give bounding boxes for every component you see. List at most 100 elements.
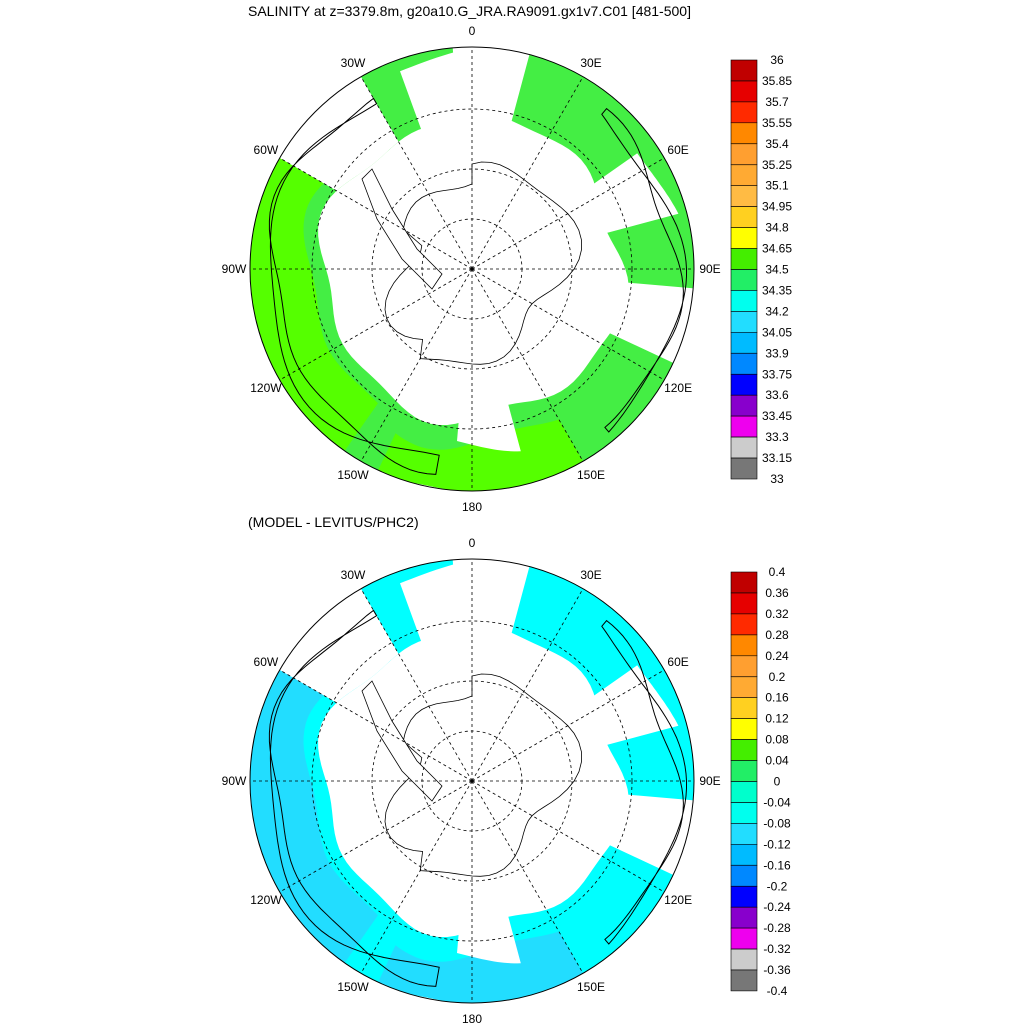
- colorbar-swatch: [730, 290, 758, 312]
- longitude-label: 150E: [577, 468, 605, 482]
- missing-data: [457, 887, 521, 964]
- colorbar-label: 33: [770, 472, 784, 486]
- colorbar-label: -0.36: [763, 963, 791, 977]
- colorbar-label: 33.9: [765, 346, 789, 360]
- colorbar-swatch: [730, 927, 758, 950]
- colorbar-swatch: [730, 948, 758, 971]
- colorbar-label: 36: [770, 53, 784, 67]
- colorbar-swatch: [730, 739, 758, 761]
- meridian-line: [471, 268, 584, 462]
- colorbar-label: -0.12: [763, 837, 791, 851]
- latitude-circle: [311, 620, 633, 942]
- longitude-label: 30E: [580, 56, 601, 70]
- latitude-circle: [371, 168, 573, 370]
- latitude-circle: [311, 108, 633, 430]
- colorbar-label: 34.35: [762, 283, 792, 297]
- meridian-line: [360, 588, 473, 782]
- longitude-label: 60E: [667, 143, 688, 157]
- colorbar-label: 0.24: [765, 649, 789, 663]
- colorbar-label: -0.04: [763, 796, 791, 810]
- map-panel-2: 0 30E 60E 90E 120E 150E 180 150W 120W 90W 60W 30W 0.…: [222, 536, 791, 1024]
- colorbar-label: 33.75: [762, 367, 792, 381]
- colorbar-label: 33.45: [762, 409, 792, 423]
- colorbar: 0.4 0.36 0.32 0.28 0.24 0.2 0.16 0.12 0.08 0.04 0 -…: [730, 565, 791, 998]
- colorbar-swatch: [730, 697, 758, 719]
- colorbar-label: 35.4: [765, 137, 789, 151]
- colorbar-label: 34.95: [762, 200, 792, 214]
- longitude-label: 0: [469, 24, 476, 38]
- colorbar-label: 34.05: [762, 325, 792, 339]
- meridian-line: [360, 268, 473, 462]
- longitude-label: 90E: [699, 262, 720, 276]
- colorbar-swatch: [730, 269, 758, 291]
- colorbar-swatch: [730, 760, 758, 782]
- colorbar-swatch: [730, 436, 758, 459]
- panel1-title: SALINITY at z=3379.8m, g20a10.G_JRA.RA90…: [248, 3, 691, 19]
- colorbar-swatch: [730, 185, 758, 207]
- colorbar-label: 0: [774, 775, 781, 789]
- meridian-line: [279, 268, 473, 381]
- ocean-fill-secondary: [250, 133, 378, 464]
- colorbar-label: 0.36: [765, 586, 789, 600]
- missing-data: [596, 281, 694, 366]
- colorbar-swatch: [730, 843, 758, 866]
- map-panel-1: 0 30E 60E 90E 120E 150E 180 150W 120W 90W 60W 30W 36…: [222, 24, 793, 514]
- colorbar-swatch: [730, 248, 758, 270]
- colorbar-swatch: [730, 457, 758, 480]
- colorbar-label: 35.25: [762, 158, 792, 172]
- colorbar-swatch: [730, 206, 758, 228]
- colorbar-swatch: [730, 331, 758, 354]
- meridian-line: [471, 157, 665, 270]
- colorbar-swatch: [730, 802, 758, 824]
- missing-data: [450, 47, 494, 78]
- colorbar-label: 0.04: [765, 754, 789, 768]
- colorbar-label: 34.8: [765, 221, 789, 235]
- colorbar-swatch: [730, 613, 758, 636]
- longitude-label: 60E: [667, 655, 688, 669]
- colorbar-swatch: [730, 227, 758, 249]
- colorbar-label: 0.4: [769, 565, 786, 579]
- longitude-label: 30W: [341, 568, 366, 582]
- missing-data: [569, 665, 679, 753]
- colorbar-swatch: [730, 80, 758, 103]
- missing-data: [400, 47, 531, 157]
- meridian-line: [360, 780, 473, 974]
- meridian-line: [471, 780, 584, 974]
- antarctica-coastline: [384, 161, 582, 365]
- colorbar-swatch: [730, 311, 758, 333]
- panel2-title: (MODEL - LEVITUS/PHC2): [248, 514, 419, 530]
- longitude-label: 30W: [341, 56, 366, 70]
- colorbar-swatch: [730, 394, 758, 417]
- colorbar-swatch: [730, 676, 758, 698]
- contour-line: [601, 619, 687, 945]
- ocean-fill-secondary: [375, 931, 594, 1003]
- colorbar-label: -0.16: [763, 858, 791, 872]
- meridian-line: [279, 669, 473, 782]
- colorbar-label: 34.65: [762, 242, 792, 256]
- colorbar-label: 0.16: [765, 691, 789, 705]
- longitude-label: 90E: [699, 774, 720, 788]
- colorbar-swatch: [730, 823, 758, 845]
- colorbar-swatch: [730, 415, 758, 438]
- longitude-label: 60W: [254, 655, 279, 669]
- longitude-label: 30E: [580, 568, 601, 582]
- contour-line: [601, 107, 687, 433]
- longitude-label: 150W: [337, 468, 369, 482]
- longitude-label: 180: [462, 500, 482, 514]
- colorbar-label: -0.24: [763, 900, 791, 914]
- contour-line: [268, 609, 440, 987]
- colorbar-label: 35.7: [765, 95, 789, 109]
- meridian-line: [279, 780, 473, 893]
- map-boundary: [249, 46, 695, 492]
- colorbar-label: 35.85: [762, 74, 792, 88]
- antarctica-coastline: [384, 673, 582, 877]
- colorbar-swatch: [730, 143, 758, 166]
- longitude-label: 120W: [250, 381, 282, 395]
- missing-data: [261, 583, 399, 703]
- colorbar-label: 33.6: [765, 388, 789, 402]
- missing-data: [569, 153, 679, 241]
- colorbar-label: -0.4: [767, 984, 788, 998]
- colorbar-label: 34.5: [765, 263, 789, 277]
- longitude-label: 180: [462, 1012, 482, 1024]
- map-boundary: [249, 558, 695, 1004]
